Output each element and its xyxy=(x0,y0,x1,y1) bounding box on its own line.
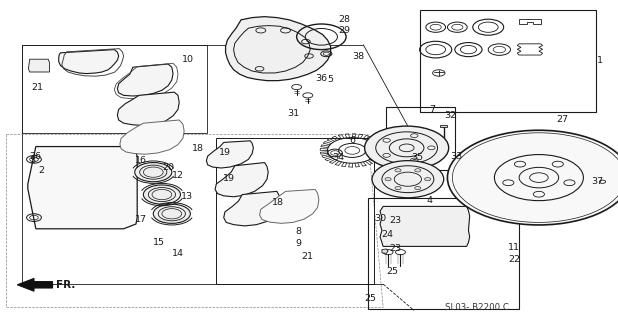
Text: 21: 21 xyxy=(302,252,313,261)
Text: 14: 14 xyxy=(172,249,184,258)
Polygon shape xyxy=(117,92,179,125)
Circle shape xyxy=(395,187,401,190)
Circle shape xyxy=(395,169,401,172)
Text: 6: 6 xyxy=(349,136,355,145)
Text: 18: 18 xyxy=(272,198,284,207)
Text: 36: 36 xyxy=(315,74,328,83)
Text: 11: 11 xyxy=(508,244,520,252)
Polygon shape xyxy=(28,59,49,72)
Polygon shape xyxy=(260,189,319,223)
Circle shape xyxy=(365,126,449,170)
Text: 13: 13 xyxy=(180,192,193,201)
Text: 37: 37 xyxy=(591,177,603,186)
Polygon shape xyxy=(117,64,173,96)
Text: 21: 21 xyxy=(31,83,43,92)
Bar xyxy=(420,10,596,112)
Circle shape xyxy=(143,185,180,204)
Text: 9: 9 xyxy=(295,239,302,248)
Bar xyxy=(368,198,519,309)
Text: 10: 10 xyxy=(182,55,194,64)
Circle shape xyxy=(415,187,421,190)
Text: 17: 17 xyxy=(135,215,146,224)
Text: 15: 15 xyxy=(153,238,165,247)
Text: 35: 35 xyxy=(411,153,423,162)
Circle shape xyxy=(447,130,618,225)
Circle shape xyxy=(425,178,431,181)
Text: 18: 18 xyxy=(192,144,203,153)
Circle shape xyxy=(135,163,172,182)
Polygon shape xyxy=(382,249,388,253)
Text: 23: 23 xyxy=(389,244,402,253)
Text: 26: 26 xyxy=(30,152,41,161)
Text: 5: 5 xyxy=(328,75,334,84)
Polygon shape xyxy=(215,163,268,197)
Text: 30: 30 xyxy=(375,214,387,223)
Text: 8: 8 xyxy=(295,228,302,236)
Polygon shape xyxy=(120,120,184,154)
Circle shape xyxy=(385,178,391,181)
Text: 27: 27 xyxy=(556,115,568,124)
Text: 22: 22 xyxy=(508,255,520,264)
Bar xyxy=(386,107,455,170)
Text: 34: 34 xyxy=(332,153,345,162)
Text: 28: 28 xyxy=(339,15,350,24)
Polygon shape xyxy=(226,17,331,81)
Text: 29: 29 xyxy=(339,26,350,35)
Text: 25: 25 xyxy=(386,267,398,276)
Text: 31: 31 xyxy=(287,109,300,118)
Text: 25: 25 xyxy=(365,294,376,303)
Text: 20: 20 xyxy=(162,164,174,172)
Text: 38: 38 xyxy=(352,52,365,61)
Polygon shape xyxy=(206,141,253,168)
Text: 32: 32 xyxy=(444,111,456,120)
Circle shape xyxy=(153,204,190,223)
Text: 1: 1 xyxy=(597,56,603,65)
Bar xyxy=(216,138,374,284)
Text: 19: 19 xyxy=(219,148,231,157)
Text: 7: 7 xyxy=(430,105,436,114)
Text: 23: 23 xyxy=(389,216,402,225)
Polygon shape xyxy=(28,147,137,229)
Circle shape xyxy=(415,169,421,172)
Text: 3: 3 xyxy=(30,156,36,165)
Text: 19: 19 xyxy=(222,174,234,183)
Text: 24: 24 xyxy=(381,230,393,239)
Polygon shape xyxy=(224,191,281,226)
Polygon shape xyxy=(17,278,53,291)
Text: 16: 16 xyxy=(135,156,146,165)
Text: 12: 12 xyxy=(172,171,184,180)
Polygon shape xyxy=(380,206,470,246)
Circle shape xyxy=(372,161,444,198)
Bar xyxy=(440,125,447,127)
Text: 33: 33 xyxy=(450,152,462,161)
Text: FR.: FR. xyxy=(56,280,75,290)
Polygon shape xyxy=(59,50,119,74)
Text: 2: 2 xyxy=(38,166,44,175)
Text: SL03- B2200 C: SL03- B2200 C xyxy=(445,303,509,312)
Text: 4: 4 xyxy=(426,196,433,205)
Bar xyxy=(22,45,207,133)
